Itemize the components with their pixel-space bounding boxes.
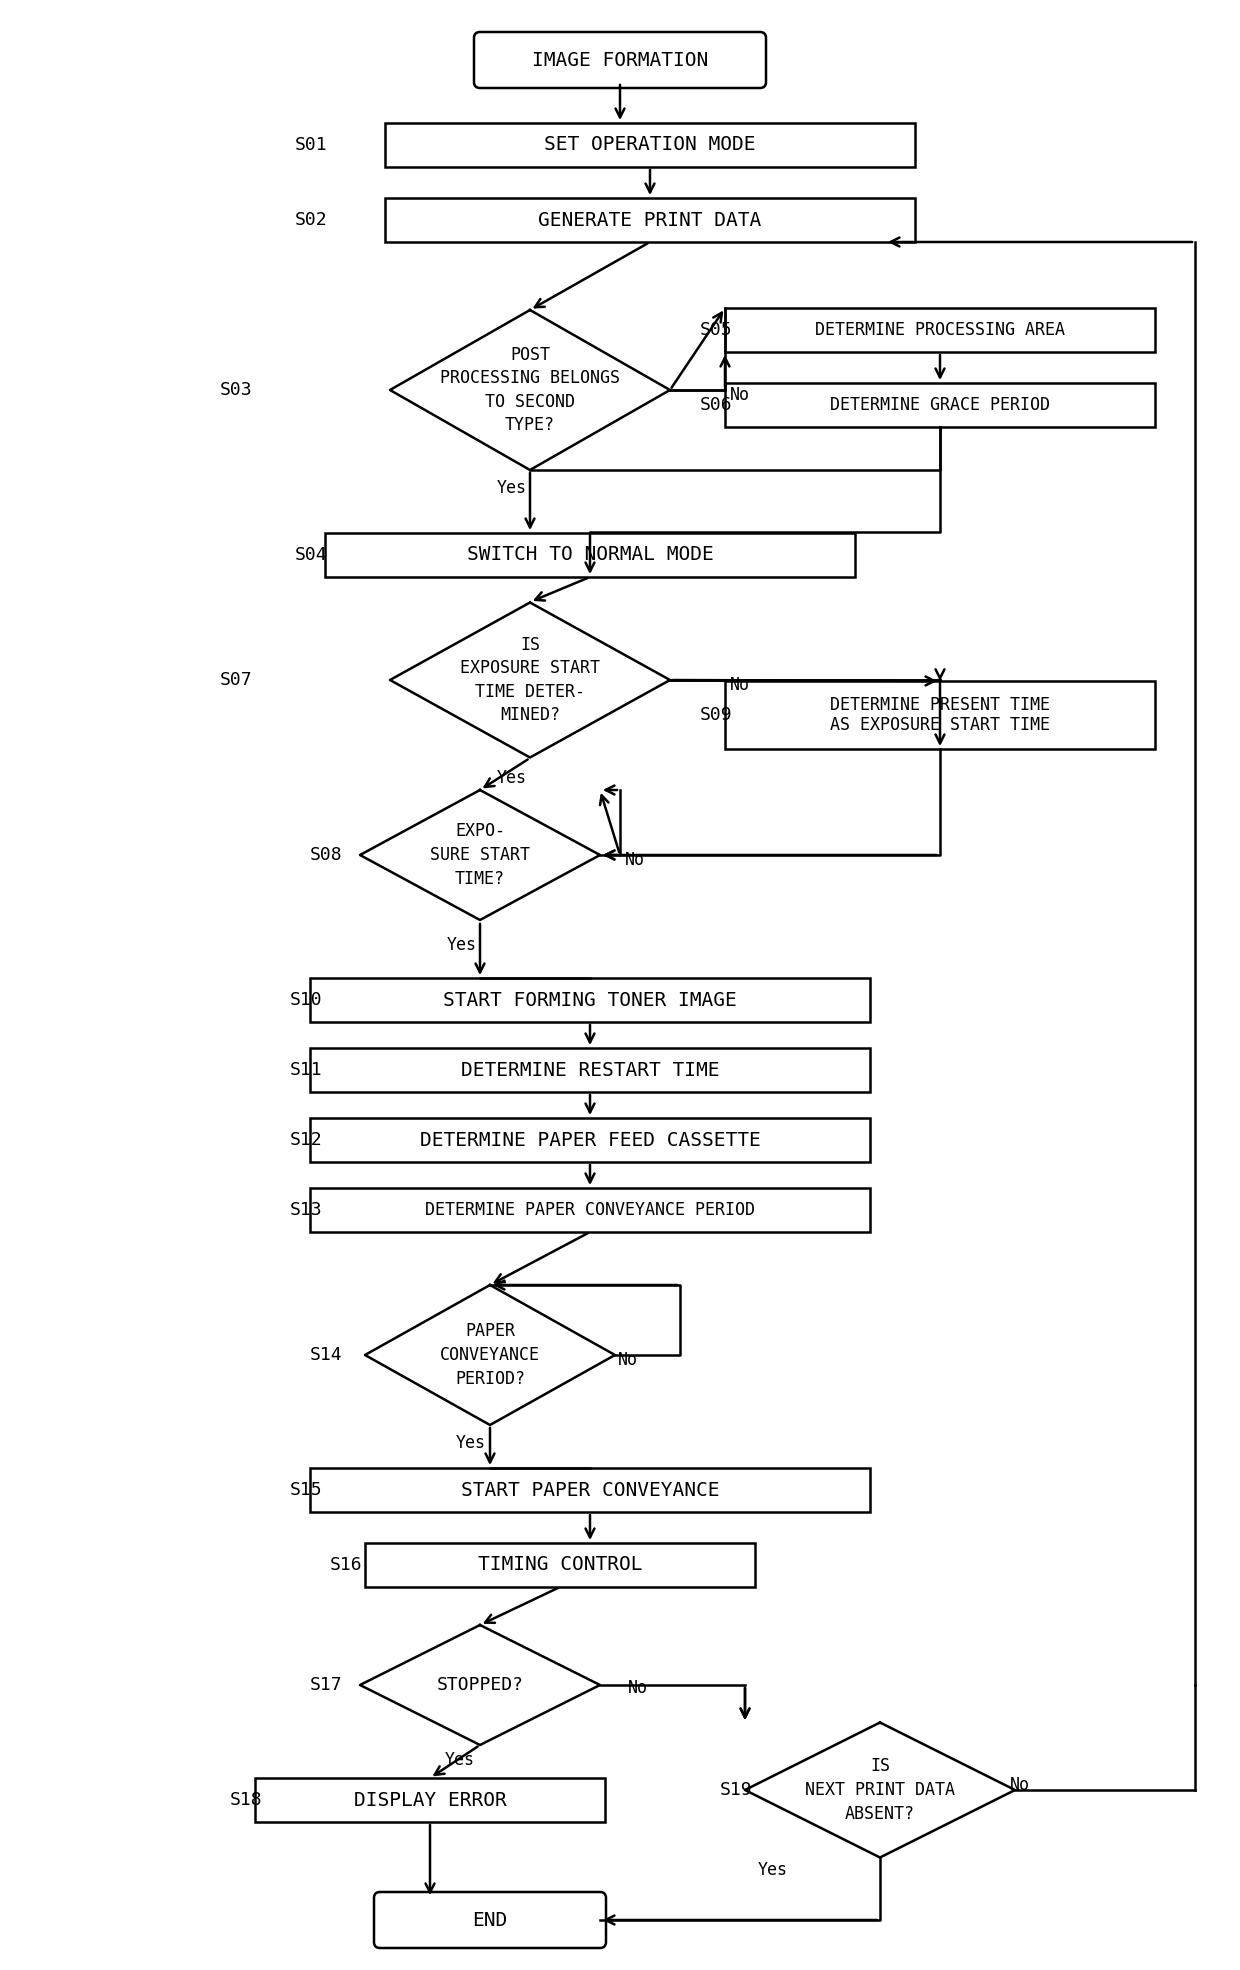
- Polygon shape: [391, 309, 670, 471]
- Text: S19: S19: [720, 1781, 753, 1799]
- Bar: [310, 1119, 870, 1162]
- Text: DETERMINE RESTART TIME: DETERMINE RESTART TIME: [461, 1060, 719, 1080]
- Bar: [384, 199, 915, 242]
- Polygon shape: [360, 790, 600, 920]
- Text: Yes: Yes: [497, 768, 527, 786]
- Text: S04: S04: [295, 546, 327, 563]
- Polygon shape: [391, 603, 670, 758]
- Text: S05: S05: [701, 321, 733, 339]
- Bar: [310, 1468, 870, 1513]
- Bar: [310, 977, 870, 1022]
- Text: S06: S06: [701, 396, 733, 414]
- Text: S11: S11: [290, 1062, 322, 1080]
- Text: S07: S07: [219, 672, 253, 690]
- Bar: [255, 1779, 605, 1822]
- Text: DETERMINE GRACE PERIOD: DETERMINE GRACE PERIOD: [830, 396, 1050, 414]
- Text: DISPLAY ERROR: DISPLAY ERROR: [353, 1791, 506, 1810]
- Text: IMAGE FORMATION: IMAGE FORMATION: [532, 51, 708, 69]
- Text: S16: S16: [330, 1556, 362, 1574]
- Text: S15: S15: [290, 1481, 322, 1499]
- Polygon shape: [360, 1625, 600, 1745]
- Text: No: No: [627, 1678, 649, 1696]
- Polygon shape: [745, 1722, 1016, 1858]
- Text: No: No: [730, 676, 750, 693]
- Text: No: No: [618, 1351, 639, 1369]
- Text: S18: S18: [229, 1791, 263, 1808]
- Text: START FORMING TONER IMAGE: START FORMING TONER IMAGE: [443, 991, 737, 1009]
- Text: STOPPED?: STOPPED?: [436, 1676, 523, 1694]
- Text: No: No: [625, 851, 645, 869]
- Text: Yes: Yes: [456, 1434, 486, 1452]
- Text: DETERMINE PAPER CONVEYANCE PERIOD: DETERMINE PAPER CONVEYANCE PERIOD: [425, 1202, 755, 1219]
- FancyBboxPatch shape: [374, 1891, 606, 1948]
- Text: DETERMINE PROCESSING AREA: DETERMINE PROCESSING AREA: [815, 321, 1065, 339]
- Text: DETERMINE PRESENT TIME
AS EXPOSURE START TIME: DETERMINE PRESENT TIME AS EXPOSURE START…: [830, 695, 1050, 735]
- Text: S09: S09: [701, 705, 733, 725]
- Text: START PAPER CONVEYANCE: START PAPER CONVEYANCE: [461, 1481, 719, 1499]
- Text: No: No: [1011, 1777, 1030, 1795]
- Text: S01: S01: [295, 136, 327, 154]
- Text: EXPO-
SURE START
TIME?: EXPO- SURE START TIME?: [430, 821, 529, 888]
- Text: Yes: Yes: [445, 1751, 475, 1769]
- Bar: [725, 307, 1154, 353]
- Text: IS
EXPOSURE START
TIME DETER-
MINED?: IS EXPOSURE START TIME DETER- MINED?: [460, 636, 600, 725]
- Text: DETERMINE PAPER FEED CASSETTE: DETERMINE PAPER FEED CASSETTE: [419, 1131, 760, 1150]
- Text: PAPER
CONVEYANCE
PERIOD?: PAPER CONVEYANCE PERIOD?: [440, 1322, 539, 1387]
- Text: IS
NEXT PRINT DATA
ABSENT?: IS NEXT PRINT DATA ABSENT?: [805, 1757, 955, 1822]
- Text: Yes: Yes: [497, 479, 527, 496]
- Text: GENERATE PRINT DATA: GENERATE PRINT DATA: [538, 211, 761, 229]
- Text: S08: S08: [310, 845, 342, 865]
- Bar: [310, 1188, 870, 1231]
- Text: S13: S13: [290, 1202, 322, 1219]
- Text: No: No: [730, 386, 750, 404]
- FancyBboxPatch shape: [474, 32, 766, 89]
- Polygon shape: [365, 1284, 615, 1424]
- Text: S03: S03: [219, 380, 253, 400]
- Bar: [725, 682, 1154, 749]
- Text: POST
PROCESSING BELONGS
TO SECOND
TYPE?: POST PROCESSING BELONGS TO SECOND TYPE?: [440, 345, 620, 435]
- Text: TIMING CONTROL: TIMING CONTROL: [477, 1556, 642, 1574]
- Text: S17: S17: [310, 1676, 342, 1694]
- Text: END: END: [472, 1911, 507, 1929]
- Text: Yes: Yes: [446, 936, 477, 953]
- Text: S14: S14: [310, 1346, 342, 1363]
- Bar: [310, 1048, 870, 1091]
- Text: Yes: Yes: [758, 1862, 787, 1879]
- Text: S02: S02: [295, 211, 327, 229]
- Text: S10: S10: [290, 991, 322, 1009]
- Bar: [725, 382, 1154, 427]
- Bar: [365, 1543, 755, 1588]
- Bar: [384, 122, 915, 167]
- Text: SWITCH TO NORMAL MODE: SWITCH TO NORMAL MODE: [466, 546, 713, 565]
- Text: S12: S12: [290, 1131, 322, 1149]
- Bar: [325, 534, 856, 577]
- Text: SET OPERATION MODE: SET OPERATION MODE: [544, 136, 755, 154]
